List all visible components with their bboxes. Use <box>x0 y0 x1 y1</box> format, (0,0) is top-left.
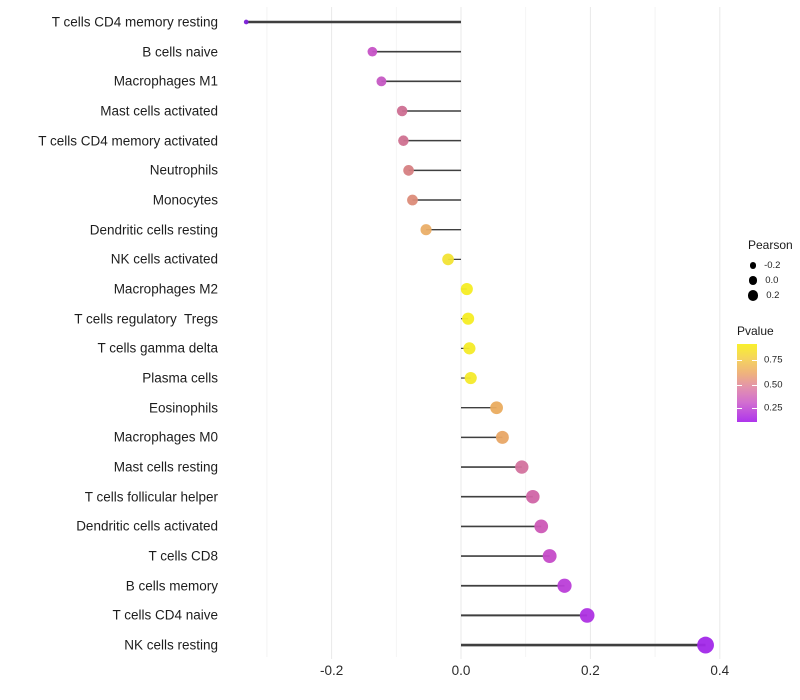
y-axis-label: Neutrophils <box>149 162 218 178</box>
y-axis-label: T cells CD4 memory resting <box>51 14 218 30</box>
data-point <box>442 253 454 266</box>
data-point <box>495 430 509 444</box>
pearson-legend-entry: 0.0 <box>737 273 797 288</box>
size-legend-dot <box>748 276 758 285</box>
data-point <box>579 608 595 623</box>
y-axis-label: T cells CD4 memory activated <box>38 133 218 149</box>
y-axis-label: Macrophages M1 <box>113 73 218 89</box>
y-axis-label: B cells memory <box>125 578 218 594</box>
x-axis-tick-label: 0.4 <box>710 663 730 678</box>
data-point <box>542 549 557 564</box>
size-legend-label: 0.2 <box>766 290 780 301</box>
pearson-legend-entry: -0.2 <box>737 258 797 273</box>
data-point <box>464 371 477 385</box>
data-point <box>398 135 409 146</box>
y-axis-label: NK cells activated <box>110 251 218 267</box>
data-point <box>367 46 378 57</box>
y-axis-label: T cells gamma delta <box>97 340 218 356</box>
y-axis-label: Monocytes <box>152 192 218 208</box>
data-point <box>407 194 418 206</box>
y-axis-label: NK cells resting <box>124 637 218 653</box>
y-axis-label: T cells follicular helper <box>84 489 218 505</box>
pvalue-color-legend: Pvalue 0.75 0.50 0.25 <box>737 324 800 422</box>
data-point <box>376 76 387 87</box>
colorbar-tick-label: 0.25 <box>764 402 783 414</box>
pearson-legend-entry: 0.2 <box>737 288 797 303</box>
x-axis-tick-label: -0.2 <box>319 663 344 678</box>
data-point <box>420 224 432 236</box>
pearson-size-legend: Pearson -0.2 0.0 0.2 <box>737 238 797 303</box>
colorbar-tick <box>752 408 757 409</box>
x-axis-tick-label: 0.0 <box>451 663 471 678</box>
colorbar-tick-label: 0.75 <box>764 354 783 366</box>
y-axis-label: T cells regulatory Tregs <box>74 311 218 327</box>
y-axis-label: Mast cells resting <box>113 459 218 475</box>
data-point <box>557 578 572 593</box>
colorbar-tick <box>752 360 757 361</box>
data-point <box>697 636 714 654</box>
y-axis-label: Mast cells activated <box>100 103 218 119</box>
colorbar-tick-label: 0.50 <box>764 379 783 391</box>
data-point <box>515 460 529 474</box>
colorbar-tick <box>737 385 742 386</box>
y-axis-label: Plasma cells <box>142 370 218 386</box>
pvalue-colorbar <box>737 344 757 422</box>
data-point <box>460 282 473 296</box>
pvalue-legend-title: Pvalue <box>737 324 774 338</box>
x-axis-tick-label: 0.2 <box>581 663 600 678</box>
size-legend-dot <box>749 262 757 269</box>
pearson-legend-title: Pearson <box>748 238 793 252</box>
data-point <box>243 19 249 25</box>
colorbar-tick <box>752 385 757 386</box>
y-axis-label: B cells naive <box>142 44 218 60</box>
data-point <box>396 105 408 117</box>
colorbar-tick <box>737 408 742 409</box>
data-point <box>490 401 503 415</box>
y-axis-label: Eosinophils <box>148 400 218 416</box>
data-point <box>462 312 475 325</box>
size-legend-dot <box>747 290 759 301</box>
data-point <box>526 489 540 504</box>
data-point <box>463 342 476 355</box>
size-legend-label: -0.2 <box>764 260 781 271</box>
y-axis-label: T cells CD8 <box>148 548 218 564</box>
data-point <box>534 519 549 534</box>
size-legend-label: 0.0 <box>765 275 779 286</box>
y-axis-label: T cells CD4 naive <box>112 607 218 623</box>
data-point <box>403 165 414 176</box>
y-axis-label: Dendritic cells resting <box>89 222 218 238</box>
y-axis-label: Macrophages M0 <box>113 429 218 445</box>
y-axis-label: Macrophages M2 <box>113 281 218 297</box>
colorbar-tick <box>737 360 742 361</box>
y-axis-label: Dendritic cells activated <box>76 518 218 534</box>
